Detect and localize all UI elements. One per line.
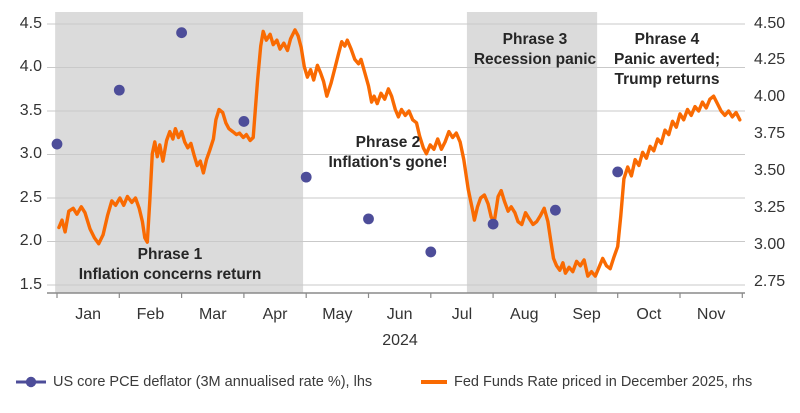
phase-1-text: Inflation concerns return <box>78 266 262 283</box>
plot-canvas <box>47 12 745 298</box>
right-axis-tick-label: 3.75 <box>754 125 786 143</box>
right-axis-tick-label: 3.50 <box>754 161 786 179</box>
pce-dot <box>487 218 499 230</box>
left-axis-tick-label: 1.5 <box>19 275 42 293</box>
x-axis-month-label: Sep <box>572 306 601 323</box>
legend: US core PCE deflator (3M annualised rate… <box>0 372 800 398</box>
pce-dot <box>425 246 437 258</box>
left-axis-tick-label: 3.5 <box>19 101 42 119</box>
pce-dot <box>238 116 250 127</box>
pce-dot <box>51 138 63 150</box>
right-axis-tick-label: 3.25 <box>754 198 786 216</box>
legend-item-pce: US core PCE deflator (3M annualised rate… <box>15 374 372 390</box>
x-axis-month-label: Jan <box>75 306 102 323</box>
x-axis-month-label: Aug <box>510 306 539 323</box>
x-axis-month-label: Oct <box>636 306 662 323</box>
pce-legend-marker-icon <box>16 376 46 388</box>
x-axis-month-label: Nov <box>696 306 726 323</box>
fed-funds-line <box>57 28 742 278</box>
left-axis-tick-label: 3.0 <box>19 145 42 162</box>
phase-4-text-2: Trump returns <box>614 71 720 88</box>
right-axis-tick-label: 2.75 <box>754 272 786 290</box>
x-axis-month-label: Jul <box>451 306 473 323</box>
left-axis-tick-label: 4.0 <box>19 58 42 75</box>
phase-3-annotation: Phrase 3 Recession panic <box>474 30 596 70</box>
fed-funds-legend-marker-icon <box>421 380 447 384</box>
legend-fed-label: Fed Funds Rate priced in December 2025, … <box>454 374 753 390</box>
phase-band-1 <box>55 12 304 293</box>
pce-dot <box>113 84 125 96</box>
x-axis-month-label: Jun <box>386 306 413 323</box>
pce-dot <box>300 171 312 183</box>
x-axis-month-label: Feb <box>136 306 165 323</box>
legend-pce-label: US core PCE deflator (3M annualised rate… <box>53 374 373 390</box>
phase-band-3 <box>466 12 598 293</box>
right-axis-tick-label: 4.25 <box>754 51 786 69</box>
phase-2-annotation: Phrase 2 Inflation's gone! <box>328 133 447 173</box>
phase-3-title: Phrase 3 <box>502 31 568 48</box>
phase-4-title: Phrase 4 <box>634 31 700 48</box>
phase-4-annotation: Phrase 4 Panic averted; Trump returns <box>614 30 720 90</box>
right-axis-tick-label: 4.50 <box>754 14 786 32</box>
x-axis-month-label: Apr <box>262 306 288 323</box>
phase-4-text: Panic averted; <box>614 51 720 68</box>
phase-3-text: Recession panic <box>473 51 597 68</box>
right-axis-tick-label: 3.00 <box>754 235 786 253</box>
right-axis-tick-label: 4.00 <box>754 88 786 106</box>
pce-dot <box>363 213 374 225</box>
x-axis-month-label: Mar <box>198 306 227 323</box>
x-axis-year-label: 2024 <box>382 332 418 349</box>
left-axis-tick-label: 2.0 <box>19 232 42 249</box>
legend-item-fedfunds: Fed Funds Rate priced in December 2025, … <box>420 374 752 390</box>
phase-1-annotation: Phrase 1 Inflation concerns return <box>79 245 262 285</box>
phase-2-title: Phrase 2 <box>355 134 421 151</box>
left-axis-tick-label: 4.5 <box>19 14 42 32</box>
pce-dot <box>612 166 624 178</box>
pce-dot <box>176 27 188 39</box>
phase-2-text: Inflation's gone! <box>328 154 448 171</box>
phase-1-title: Phrase 1 <box>137 246 203 263</box>
left-axis-tick-label: 2.5 <box>19 188 42 206</box>
x-axis-month-label: May <box>322 306 353 323</box>
pce-dot <box>550 204 561 216</box>
